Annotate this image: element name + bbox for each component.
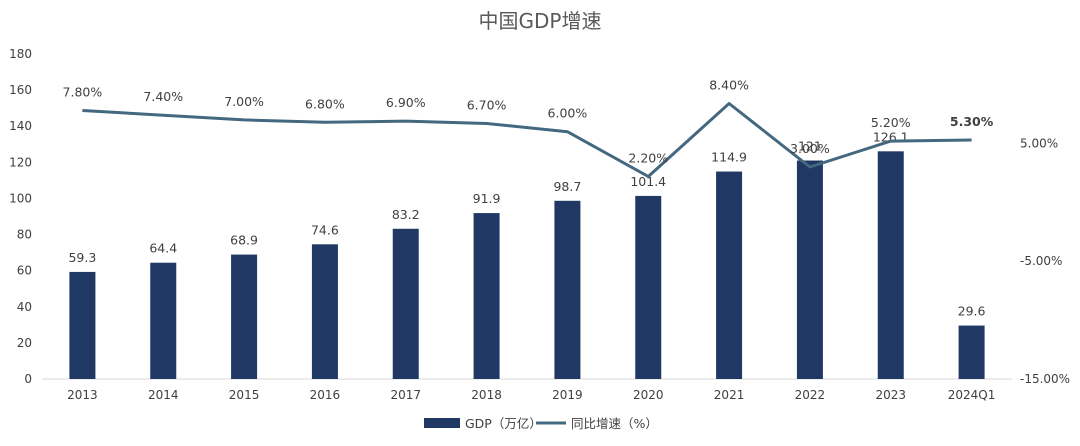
left-y-tick-4: 80 (17, 228, 32, 242)
x-tick-2014: 2014 (148, 388, 179, 402)
left-y-tick-2: 40 (17, 300, 32, 314)
line-label-2017: 6.90% (386, 95, 426, 110)
bar-2015 (231, 254, 258, 379)
line-label-2021: 8.40% (709, 77, 749, 92)
line-label-2024Q1: 5.30% (950, 114, 994, 129)
legend-label-growth: 同比增速（%） (571, 416, 658, 431)
x-tick-2020: 2020 (633, 388, 664, 402)
x-tick-2016: 2016 (310, 388, 341, 402)
growth-rate-line (82, 102, 972, 178)
left-y-axis: 0 20 40 60 80 100 120 140 160 180 (9, 47, 32, 386)
left-y-tick-3: 60 (17, 264, 32, 278)
x-tick-2023: 2023 (875, 388, 906, 402)
line-label-2020: 2.20% (628, 150, 668, 165)
bar-2018 (473, 213, 500, 379)
bar-2024Q1 (958, 325, 985, 379)
right-y-tick-1: -5.00% (1020, 254, 1062, 268)
gdp-bar-labels: 59.3 64.4 68.9 74.6 83.2 91.9 98.7 101.4 114.9 12… (68, 129, 985, 318)
bar-label-2021: 114.9 (711, 150, 747, 165)
x-tick-2019: 2019 (552, 388, 583, 402)
bar-2019 (554, 200, 581, 379)
x-tick-2022: 2022 (795, 388, 826, 402)
line-label-2018: 6.70% (467, 97, 507, 112)
left-y-tick-8: 160 (9, 83, 32, 97)
right-y-axis: 5.00% -5.00% -15.00% (1020, 136, 1070, 386)
left-y-tick-7: 140 (9, 119, 32, 133)
left-y-tick-5: 100 (9, 191, 32, 205)
left-y-tick-0: 0 (24, 372, 32, 386)
bar-label-2016: 74.6 (311, 222, 339, 237)
bar-label-2024Q1: 29.6 (958, 304, 986, 319)
bar-2013 (69, 271, 96, 379)
bar-label-2022: 121 (798, 139, 822, 154)
legend-label-gdp: GDP（万亿） (465, 416, 542, 431)
bar-label-2019: 98.7 (553, 179, 581, 194)
line-label-2019: 6.00% (548, 106, 588, 121)
bar-2017 (392, 228, 419, 379)
right-y-tick-0: 5.00% (1020, 136, 1058, 150)
bar-label-2014: 64.4 (149, 241, 177, 256)
left-y-tick-6: 120 (9, 155, 32, 169)
x-tick-2018: 2018 (471, 388, 502, 402)
bar-label-2020: 101.4 (630, 174, 666, 189)
bar-label-2013: 59.3 (68, 250, 96, 265)
line-label-2023: 5.20% (871, 115, 911, 130)
bar-label-2017: 83.2 (392, 207, 420, 222)
bar-2023 (877, 151, 904, 379)
bar-2016 (311, 244, 338, 379)
bar-label-2015: 68.9 (230, 233, 258, 248)
bar-2021 (716, 171, 743, 379)
bar-2022 (796, 160, 823, 379)
line-label-2015: 7.00% (224, 94, 264, 109)
legend-swatch-gdp (424, 418, 460, 428)
x-tick-2021: 2021 (714, 388, 745, 402)
right-y-tick-2: -15.00% (1020, 372, 1070, 386)
line-label-2016: 6.80% (305, 96, 345, 111)
line-label-2013: 7.80% (63, 85, 103, 100)
x-tick-2013: 2013 (67, 388, 98, 402)
x-tick-2015: 2015 (229, 388, 260, 402)
bar-label-2018: 91.9 (473, 191, 501, 206)
x-axis-tick-labels: 2013 2014 2015 2016 2017 2018 2019 2020 2021 2022… (67, 388, 995, 402)
left-y-tick-1: 20 (17, 336, 32, 350)
legend: GDP（万亿） 同比增速（%） (424, 416, 658, 431)
bar-2014 (150, 262, 177, 379)
gdp-bars (69, 151, 985, 379)
line-label-2014: 7.40% (143, 89, 183, 104)
bar-2020 (635, 195, 662, 379)
chart-title: 中国GDP增速 (479, 9, 602, 33)
x-tick-2017: 2017 (390, 388, 421, 402)
line-label-2022: 3.00% (790, 141, 830, 156)
growth-rate-labels: 7.80% 7.40% 7.00% 6.80% 6.90% 6.70% 6.00% 2.20%… (63, 77, 994, 165)
x-tick-2024Q1: 2024Q1 (948, 388, 996, 402)
left-y-tick-9: 180 (9, 47, 32, 61)
